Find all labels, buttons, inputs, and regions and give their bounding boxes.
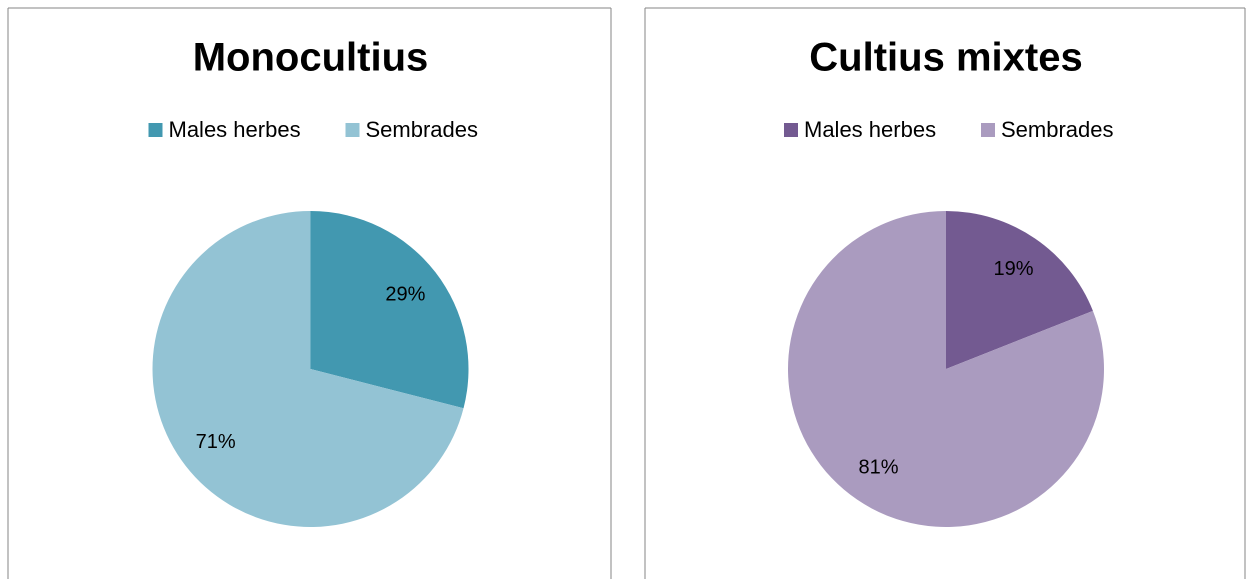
pie-slice — [946, 211, 1093, 369]
chart-title: Cultius mixtes — [809, 36, 1082, 80]
legend-label: Males herbes — [804, 117, 936, 142]
data-label: 81% — [858, 457, 898, 479]
chart-panel: Monocultius Males herbes Sembrades 29% 71% — [7, 7, 612, 579]
chart-panel: Cultius mixtes Males herbes Sembrades 19% 81… — [644, 7, 1246, 579]
legend-swatch — [784, 123, 798, 137]
legend-swatch — [345, 123, 360, 137]
chart-title: Monocultius — [193, 36, 429, 80]
legend-label: Sembrades — [1001, 117, 1114, 142]
legend-swatch — [148, 123, 163, 137]
data-label: 71% — [196, 431, 236, 453]
legend-swatch — [981, 123, 995, 137]
pie-slice — [152, 211, 464, 527]
data-label: 29% — [385, 284, 425, 306]
pie-slice — [310, 211, 469, 409]
legend-label: Sembrades — [366, 117, 479, 142]
data-label: 19% — [993, 258, 1033, 280]
pie-slice — [787, 211, 1104, 527]
legend-label: Males herbes — [169, 117, 301, 142]
